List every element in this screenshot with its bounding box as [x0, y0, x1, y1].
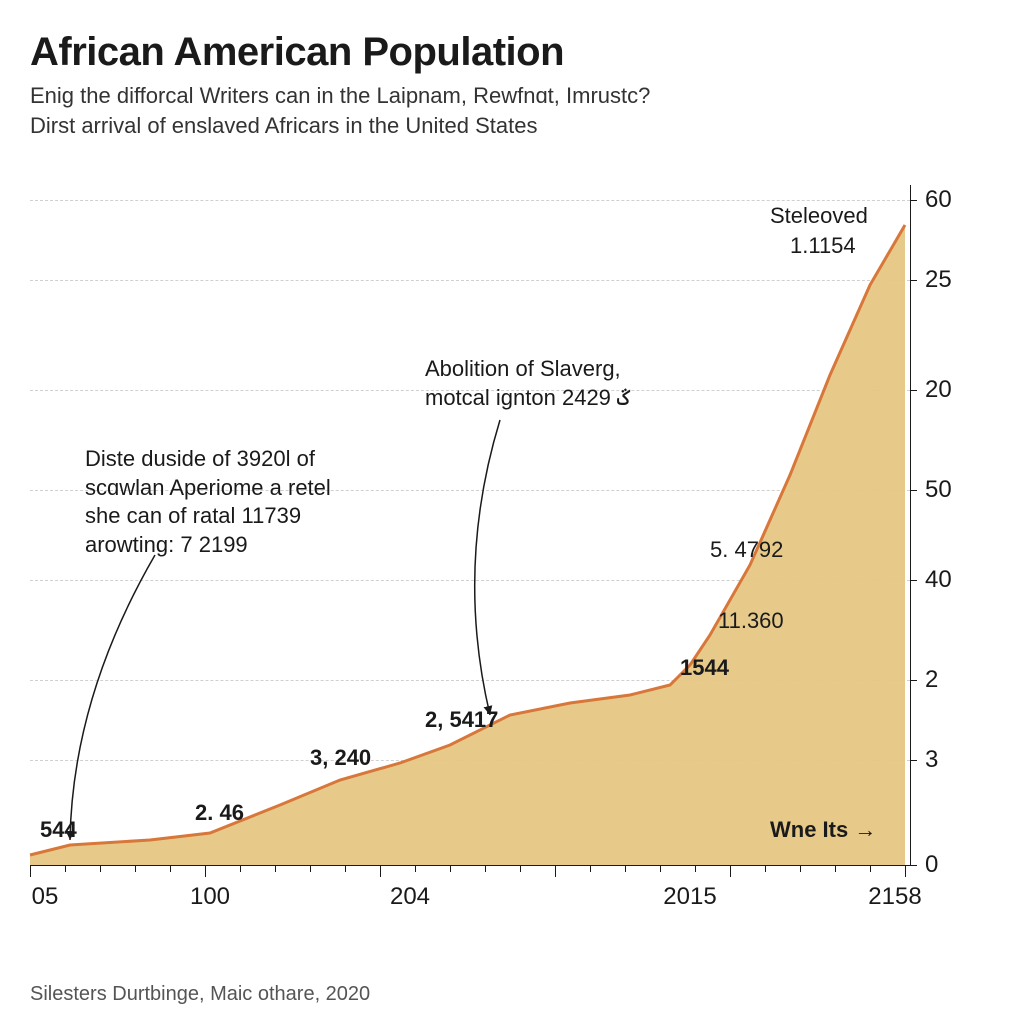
data-point-label: 5. 4792: [710, 537, 783, 563]
annotation-arrow: [475, 420, 500, 715]
x-tick: [345, 865, 346, 872]
x-tick: [275, 865, 276, 872]
data-point-label: 544: [40, 817, 77, 843]
data-point-label: 2, 5417: [425, 707, 498, 733]
y-axis-label: 0: [925, 851, 938, 879]
data-point-label: Steleoved: [770, 203, 868, 229]
y-tick: [910, 490, 917, 491]
x-axis-label: 2158: [868, 883, 921, 911]
y-tick: [910, 680, 917, 681]
x-tick: [660, 865, 661, 872]
x-axis: [30, 865, 910, 866]
x-tick: [695, 865, 696, 872]
x-tick: [765, 865, 766, 872]
x-tick: [870, 865, 871, 872]
data-point-label: 1544: [680, 655, 729, 681]
y-tick: [910, 390, 917, 391]
annotation-arrow: [70, 555, 155, 840]
subtitle-line-2: Dirst arrival of enslaved Africars in th…: [30, 113, 537, 138]
x-tick: [310, 865, 311, 872]
anno-center: Abolition of Slaverg,motcal ignton ػ 242…: [425, 355, 630, 412]
chart-title: African American Population: [30, 30, 1004, 75]
anno-left: Diste duside of 3920l ofscɑwlan Aperiome…: [85, 445, 331, 559]
y-axis-label: 60: [925, 186, 952, 214]
source-citation: Silesters Durtbinge, Maic othare, 2020: [30, 983, 370, 1006]
x-tick: [625, 865, 626, 872]
x-tick: [30, 865, 31, 877]
wne-its-label: Wne Its →: [770, 817, 876, 843]
y-tick: [910, 760, 917, 761]
data-point-label: 1.1154: [790, 233, 856, 259]
y-tick: [910, 280, 917, 281]
x-tick: [415, 865, 416, 872]
x-tick: [485, 865, 486, 872]
x-tick: [520, 865, 521, 872]
x-tick: [450, 865, 451, 872]
data-point-label: 11.360: [718, 608, 784, 634]
x-tick: [835, 865, 836, 872]
x-tick: [555, 865, 556, 877]
y-axis-label: 50: [925, 476, 952, 504]
x-tick: [170, 865, 171, 872]
data-point-label: 3, 240: [310, 745, 371, 771]
x-tick: [380, 865, 381, 877]
x-tick: [905, 865, 906, 877]
x-tick: [730, 865, 731, 877]
y-tick: [910, 865, 917, 866]
y-axis-label: 20: [925, 376, 952, 404]
y-axis-label: 40: [925, 566, 952, 594]
y-axis-right: [910, 185, 911, 865]
chart-plot-area: 0510020420152158 6025205040230 5442. 463…: [30, 185, 970, 905]
y-axis-label: 25: [925, 266, 952, 294]
plot-region: 0510020420152158 6025205040230 5442. 463…: [30, 185, 910, 865]
x-tick: [800, 865, 801, 872]
subtitle-line-1: Enig the difforcal Writers can in the La…: [30, 83, 650, 108]
x-tick: [65, 865, 66, 872]
chart-subtitle: Enig the difforcal Writers can in the La…: [30, 81, 1004, 140]
x-tick: [205, 865, 206, 877]
y-tick: [910, 580, 917, 581]
x-axis-label: 100: [190, 883, 230, 911]
y-axis-label: 3: [925, 746, 938, 774]
x-tick: [590, 865, 591, 872]
y-axis-label: 2: [925, 666, 938, 694]
x-axis-label: 204: [390, 883, 430, 911]
x-tick: [100, 865, 101, 872]
x-axis-label: 05: [32, 883, 59, 911]
x-tick: [240, 865, 241, 872]
y-tick: [910, 200, 917, 201]
data-point-label: 2. 46: [195, 800, 244, 826]
x-axis-label: 2015: [663, 883, 716, 911]
x-tick: [135, 865, 136, 872]
chart-container: African American Population Enig the dif…: [0, 0, 1024, 1024]
